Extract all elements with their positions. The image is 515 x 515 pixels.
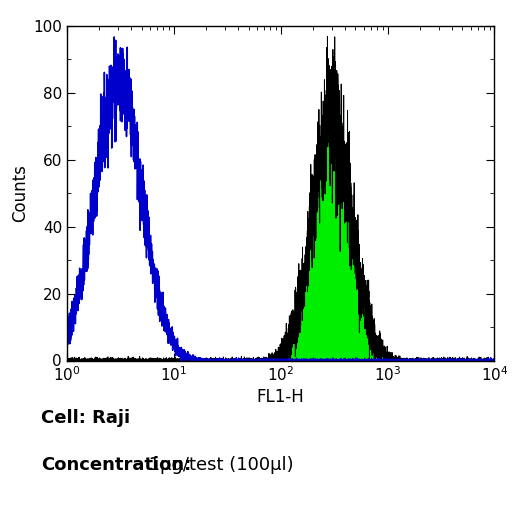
Text: 1μg/test (100μl): 1μg/test (100μl) — [143, 456, 294, 474]
Y-axis label: Counts: Counts — [11, 164, 29, 222]
Text: Cell: Raji: Cell: Raji — [41, 409, 130, 427]
X-axis label: FL1-H: FL1-H — [257, 388, 304, 406]
Text: Concentration:: Concentration: — [41, 456, 192, 474]
